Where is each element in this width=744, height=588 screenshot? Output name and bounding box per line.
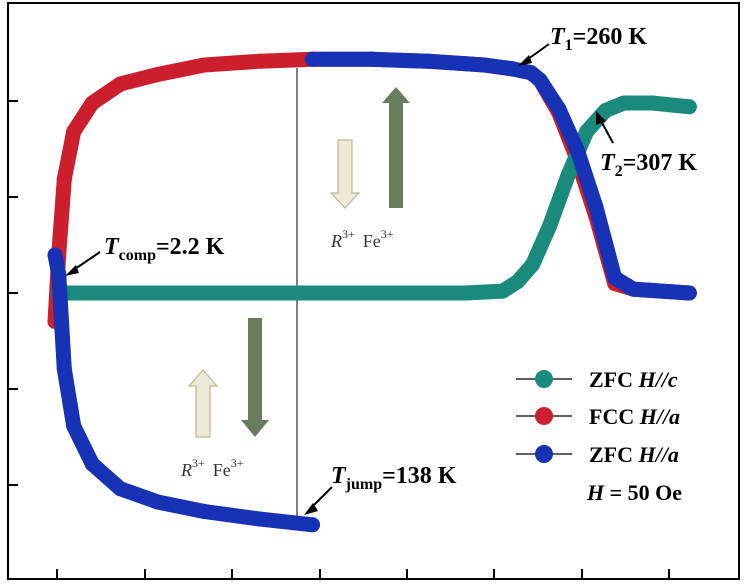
data-point (159, 285, 175, 301)
fe3-moment-arrow-up (382, 87, 410, 208)
data-point (383, 285, 399, 301)
data-point (112, 481, 128, 497)
data-point (66, 418, 82, 434)
data-point (364, 51, 380, 67)
plot-frame (7, 2, 740, 580)
legend-marker (535, 445, 553, 463)
data-point (234, 285, 250, 301)
annotation-t1: T1=260 K (518, 24, 647, 66)
data-point (532, 72, 548, 88)
series-zfc-h-a (47, 51, 697, 533)
legend-item-zfc-a: ZFC H//a (516, 442, 679, 467)
data-point (56, 171, 72, 187)
annotation-tjump: Tjump=138 K (304, 463, 457, 515)
data-point (84, 456, 100, 472)
tjump-label: Tjump=138 K (331, 463, 457, 493)
data-point (305, 285, 320, 301)
annotation-tcomp: Tcomp=2.2 K (65, 234, 225, 276)
data-point (112, 76, 128, 92)
data-point (551, 101, 567, 117)
data-point (495, 283, 511, 299)
data-point (681, 285, 697, 301)
y-axis-ticks (8, 100, 18, 486)
data-point (150, 67, 166, 82)
data-point (588, 200, 604, 215)
data-point (252, 53, 268, 69)
legend-marker (535, 407, 553, 425)
data-point (150, 494, 166, 510)
data-point (510, 274, 526, 290)
legend: ZFC H//c FCC H//a ZFC H//a H = 50 Oe (516, 367, 682, 505)
r3-moment-arrow-down (329, 139, 361, 209)
spin-arrows-lower: R3+ Fe3+ (180, 318, 269, 480)
data-point (620, 95, 636, 111)
data-point (504, 61, 520, 77)
spin-label-upper: R3+ Fe3+ (330, 227, 394, 251)
spin-label-lower: R3+ Fe3+ (180, 456, 244, 480)
data-point (625, 281, 641, 297)
data-point (541, 219, 557, 234)
tcomp-pointer-arrowhead (65, 265, 79, 276)
legend-label: ZFC H//a (589, 442, 679, 467)
data-point (252, 511, 268, 527)
data-point (597, 103, 613, 119)
data-point (305, 51, 320, 67)
legend-label: ZFC H//c (589, 367, 678, 392)
legend-field-label: H = 50 Oe (586, 480, 682, 505)
t1-label: T1=260 K (550, 24, 647, 54)
data-point (476, 57, 492, 73)
data-point (47, 247, 63, 263)
fe3-moment-arrow-down (241, 318, 269, 437)
tjump-pointer-arrowhead (304, 503, 318, 515)
series-layer (47, 51, 697, 533)
data-point (420, 53, 436, 69)
data-point (607, 270, 623, 286)
legend-item-zfc-c: ZFC H//c (516, 367, 678, 392)
data-point (525, 257, 541, 272)
data-point (51, 266, 67, 282)
data-point (579, 124, 595, 139)
data-point (305, 517, 320, 533)
tcomp-label: Tcomp=2.2 K (104, 234, 225, 264)
data-point (196, 57, 212, 73)
t2-pointer-line (599, 118, 614, 144)
series-zfc-h-c (51, 95, 697, 301)
data-point (196, 504, 212, 519)
x-axis-ticks (56, 569, 670, 579)
t1-pointer-arrowhead (518, 55, 532, 66)
data-point (84, 95, 100, 111)
r3-moment-arrow-up (187, 369, 219, 438)
legend-item-fcc-a: FCC H//a (516, 404, 680, 429)
data-point (56, 361, 72, 377)
data-point (681, 99, 697, 115)
data-point (66, 124, 82, 139)
data-point (560, 167, 576, 183)
data-point (569, 143, 585, 158)
spin-arrows-upper: R3+ Fe3+ (329, 87, 410, 251)
data-point (458, 285, 473, 301)
data-point (644, 95, 660, 111)
data-point (84, 285, 100, 301)
t2-label: T2=307 K (600, 150, 697, 180)
annotation-t2: T2=307 K (596, 111, 697, 180)
legend-marker (535, 370, 553, 388)
t2-pointer-arrowhead (596, 111, 606, 125)
legend-label: FCC H//a (589, 404, 680, 429)
